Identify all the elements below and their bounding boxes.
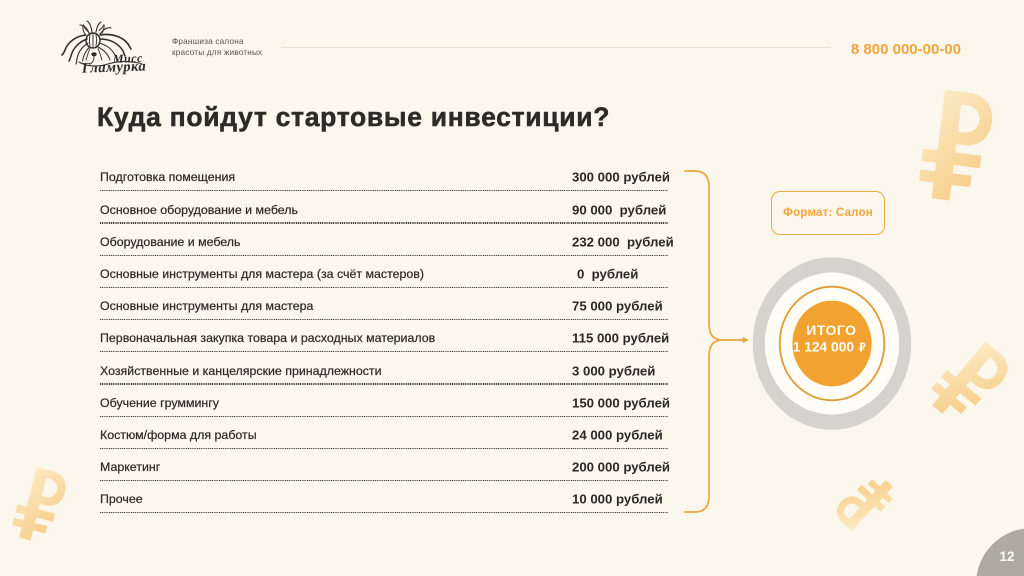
svg-text:Гламурка: Гламурка xyxy=(81,58,147,76)
svg-text:ИТОГО: ИТОГО xyxy=(806,322,856,338)
svg-text:1 124 000: 1 124 000 xyxy=(793,340,855,355)
svg-text:Мисс: Мисс xyxy=(112,51,144,66)
